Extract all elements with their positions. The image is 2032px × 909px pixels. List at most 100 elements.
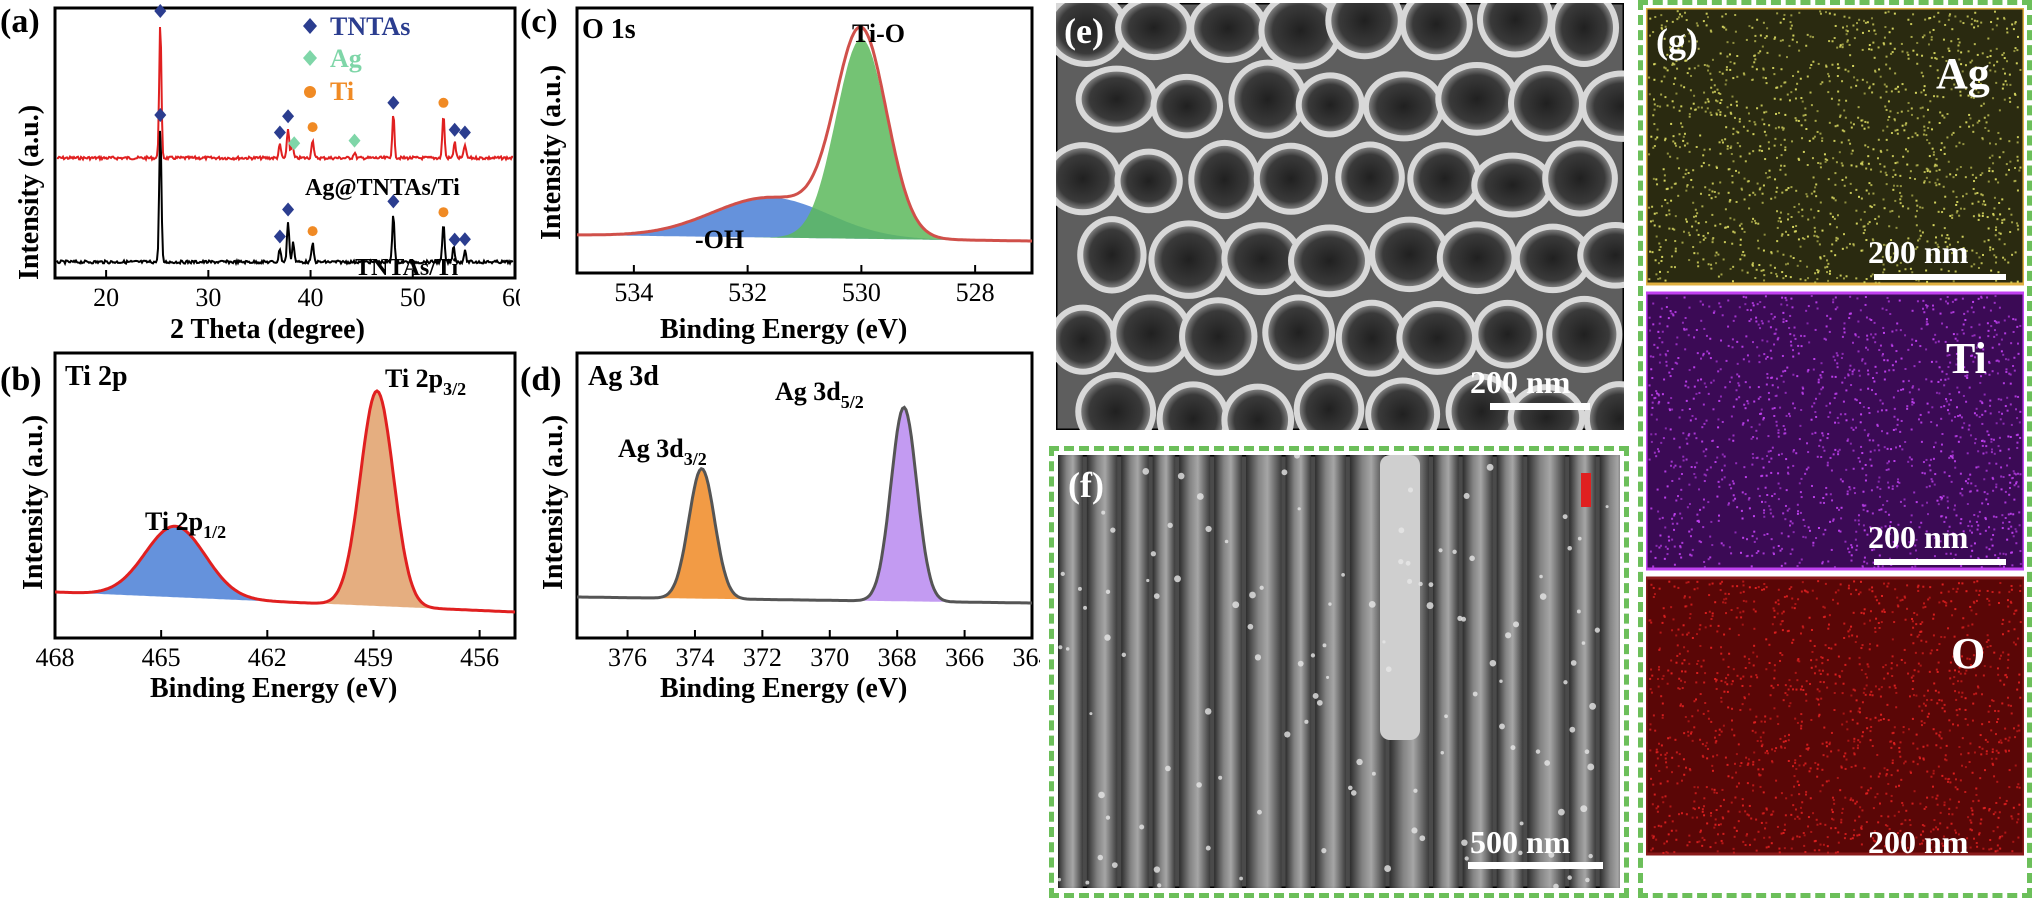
eds-dot	[1717, 109, 1720, 112]
eds-dot	[1907, 57, 1910, 60]
eds-dot	[1710, 618, 1713, 621]
eds-dot	[1664, 198, 1667, 201]
eds-dot	[1649, 749, 1652, 752]
eds-dot	[1776, 226, 1779, 229]
eds-dot	[1901, 50, 1904, 53]
eds-dot	[1798, 660, 1801, 663]
eds-dot	[1777, 498, 1780, 501]
eds-dot	[1743, 254, 1746, 257]
eds-dot	[1773, 609, 1776, 612]
eds-dot	[1783, 164, 1786, 167]
eds-dot	[2009, 600, 2012, 603]
eds-dot	[1997, 360, 2000, 363]
eds-dot	[1735, 829, 1738, 832]
xps-tick-label: 459	[354, 643, 393, 672]
ag-particle	[1058, 645, 1063, 650]
eds-dot	[1765, 383, 1768, 386]
eds-dot	[1847, 373, 1850, 376]
eds-dot	[1966, 376, 1969, 379]
eds-dot	[1804, 279, 1807, 282]
eds-dot	[1816, 268, 1819, 271]
eds-dot	[1877, 622, 1880, 625]
eds-dot	[1763, 582, 1766, 585]
eds-dot	[1826, 259, 1829, 262]
eds-dot	[1843, 184, 1846, 187]
eds-dot	[1775, 328, 1778, 331]
eds-dot	[1980, 375, 1983, 378]
eds-dot	[1851, 837, 1854, 840]
eds-dot	[1690, 603, 1693, 606]
eds-dot	[1688, 369, 1691, 372]
eds-dot	[1850, 86, 1853, 89]
ti2p-x-axis-label: Binding Energy (eV)	[150, 673, 397, 704]
eds-dot	[1875, 371, 1878, 374]
eds-dot	[1849, 710, 1852, 713]
eds-dot	[1883, 845, 1886, 848]
eds-dot	[1671, 20, 1674, 23]
eds-dot	[1768, 398, 1771, 401]
eds-dot	[1801, 625, 1804, 628]
eds-dot	[1666, 485, 1669, 488]
tube-opening	[1083, 222, 1141, 288]
eds-dot	[1871, 238, 1874, 241]
eds-dot	[1785, 56, 1788, 59]
eds-dot	[1893, 743, 1896, 746]
tube-opening	[1156, 79, 1218, 133]
eds-dot	[1876, 157, 1879, 160]
eds-dot	[1840, 162, 1843, 165]
eds-dot	[1756, 676, 1759, 679]
eds-dot	[1703, 382, 1706, 385]
eds-dot	[1891, 364, 1894, 367]
eds-dot	[1987, 180, 1990, 183]
eds-dot	[1998, 238, 2001, 241]
eds-dot	[1702, 659, 1705, 662]
eds-dot	[1742, 250, 1745, 253]
eds-dot	[1820, 362, 1823, 365]
eds-dot	[1828, 743, 1831, 746]
eds-dot	[1893, 119, 1896, 122]
eds-dot	[1932, 634, 1935, 637]
eds-dot	[2005, 83, 2008, 86]
eds-dot	[1711, 190, 1714, 193]
eds-dot	[1652, 586, 1655, 589]
eds-dot	[1741, 798, 1744, 801]
eds-dot	[1987, 503, 1990, 506]
ag-particle	[1294, 455, 1300, 459]
eds-dot	[1666, 349, 1669, 352]
eds-dot	[1878, 68, 1881, 71]
eds-dot	[1794, 603, 1797, 606]
eds-dot	[1737, 820, 1740, 823]
ag-particle	[1254, 654, 1262, 661]
eds-dot	[1896, 596, 1899, 599]
eds-dot	[1912, 401, 1915, 404]
eds-dot	[1731, 728, 1734, 731]
eds-dot	[1652, 714, 1655, 717]
eds-dot	[1836, 851, 1839, 854]
eds-dot	[1970, 482, 1973, 485]
eds-dot	[1792, 531, 1795, 534]
eds-dot	[1681, 45, 1684, 48]
eds-dot	[2017, 228, 2020, 231]
eds-dot	[1902, 731, 1905, 734]
eds-dot	[1873, 830, 1876, 833]
eds-dot	[1969, 742, 1972, 745]
eds-dot	[1718, 399, 1721, 402]
eds-dot	[1801, 215, 1804, 218]
eds-dot	[1742, 536, 1745, 539]
eds-dot	[1670, 199, 1673, 202]
eds-dot	[1762, 416, 1765, 419]
eds-dot	[1780, 303, 1783, 306]
eds-dot	[1968, 424, 1971, 427]
eds-dot	[1900, 195, 1903, 198]
eds-dot	[1652, 836, 1655, 839]
ag-particle	[1177, 472, 1185, 480]
eds-dot	[1889, 256, 1892, 259]
eds-dot	[1727, 503, 1730, 506]
eds-dot	[1831, 499, 1834, 502]
eds-dot	[1972, 300, 1975, 303]
tube-opening	[1341, 147, 1399, 208]
eds-dot	[1724, 138, 1727, 141]
eds-dot	[1685, 399, 1688, 402]
eds-dot	[1961, 764, 1964, 767]
eds-dot	[1784, 740, 1787, 743]
